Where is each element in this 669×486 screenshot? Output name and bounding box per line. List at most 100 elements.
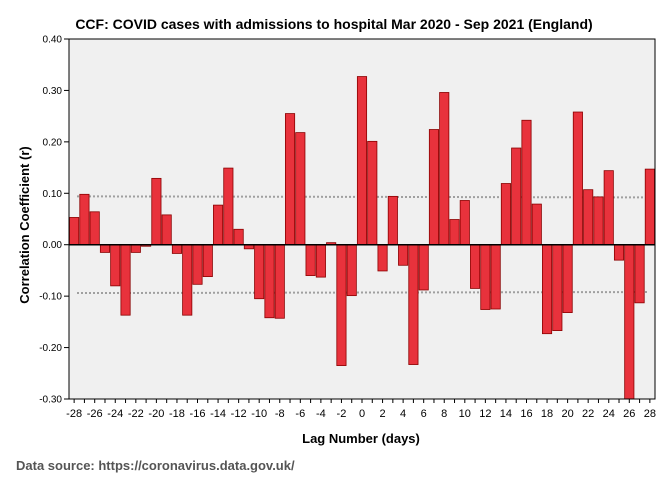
bar-lag--28 bbox=[69, 217, 80, 246]
bar-lag-19 bbox=[552, 244, 563, 331]
bar-lag-6 bbox=[418, 244, 429, 291]
x-tick-label: 16 bbox=[520, 408, 532, 420]
y-axis: 0.40 0.30 0.20 0.10 0.00 -0.10 -0.20 -0.30 bbox=[39, 35, 69, 406]
x-tick-label: -24 bbox=[107, 408, 123, 420]
bar-lag--18 bbox=[171, 244, 182, 254]
bar-lag--8 bbox=[274, 244, 285, 319]
x-axis: -28 -26 -24 -22 -20 -18 -16 -14 -12 -10 -8 -6 -4 -2 0 2… bbox=[66, 399, 656, 420]
bar-lag-23 bbox=[593, 196, 604, 246]
bar-lag--13 bbox=[223, 167, 234, 246]
bar-lag-27 bbox=[634, 244, 645, 304]
y-tick-label: -0.30 bbox=[39, 395, 62, 406]
chart-title: CCF: COVID cases with admissions to hosp… bbox=[75, 16, 592, 32]
x-tick-label: 26 bbox=[623, 408, 635, 420]
x-tick-label: -2 bbox=[337, 408, 347, 420]
y-axis-label: Correlation Coefficient (r) bbox=[17, 146, 32, 303]
bar-lag--5 bbox=[305, 244, 316, 276]
bar-lag-26 bbox=[624, 244, 635, 400]
bar-lag-21 bbox=[572, 111, 583, 246]
bar-lag--16 bbox=[192, 244, 203, 285]
bar-lag-25 bbox=[613, 244, 625, 261]
bar-lag-17 bbox=[531, 203, 542, 246]
y-tick-label: -0.10 bbox=[39, 292, 62, 303]
bar-lag-2 bbox=[377, 244, 388, 272]
bar-lag--9 bbox=[264, 244, 275, 319]
x-tick-label: 6 bbox=[421, 408, 427, 420]
bar-lag--19 bbox=[161, 214, 172, 246]
x-tick-label: -20 bbox=[148, 408, 164, 420]
bar-lag--7 bbox=[284, 113, 296, 246]
x-tick-label: -10 bbox=[251, 408, 267, 420]
x-tick-label: -8 bbox=[275, 408, 285, 420]
x-tick-label: -6 bbox=[295, 408, 305, 420]
x-tick-label: -18 bbox=[169, 408, 185, 420]
source-note: Data source: https://coronavirus.data.go… bbox=[16, 458, 295, 473]
bar-lag-24 bbox=[603, 170, 614, 246]
bar-lag-28 bbox=[644, 168, 655, 246]
y-tick-label: 0.40 bbox=[43, 35, 63, 46]
x-tick-label: 18 bbox=[541, 408, 553, 420]
x-tick-label: -16 bbox=[190, 408, 206, 420]
x-tick-label: -26 bbox=[87, 408, 103, 420]
x-tick-label: 12 bbox=[479, 408, 491, 420]
x-tick-label: 4 bbox=[400, 408, 406, 420]
y-tick-label: 0.30 bbox=[43, 86, 63, 97]
y-tick-label: -0.20 bbox=[39, 343, 62, 354]
x-tick-label: 22 bbox=[582, 408, 594, 420]
x-tick-label: 8 bbox=[441, 408, 447, 420]
bar-lag--1 bbox=[346, 244, 357, 297]
bar-lag-18 bbox=[542, 244, 553, 335]
bar-lag--23 bbox=[120, 244, 131, 316]
bar-lag--4 bbox=[315, 244, 326, 278]
bar-lag-0 bbox=[356, 76, 368, 246]
bar-lag-7 bbox=[428, 129, 440, 246]
bar-lag-14 bbox=[500, 183, 511, 246]
y-tick-label: 0.20 bbox=[43, 137, 63, 148]
x-tick-label: 0 bbox=[359, 408, 365, 420]
bar-lag-13 bbox=[490, 244, 501, 310]
bar-lag--14 bbox=[213, 204, 224, 246]
bar-lag-5 bbox=[408, 244, 419, 365]
bar-lag--6 bbox=[295, 132, 306, 246]
x-tick-label: 20 bbox=[561, 408, 573, 420]
x-axis-label: Lag Number (days) bbox=[302, 431, 420, 446]
bar-lag-15 bbox=[511, 147, 522, 246]
bar-lag-4 bbox=[398, 244, 409, 266]
bar-lag--20 bbox=[151, 177, 162, 246]
bar-lag--12 bbox=[233, 228, 244, 246]
bar-lag-3 bbox=[387, 195, 398, 246]
bar-lag--15 bbox=[202, 244, 213, 277]
bar-lag-8 bbox=[439, 92, 450, 246]
x-tick-label: -22 bbox=[128, 408, 144, 420]
confidence-lower-line bbox=[76, 291, 648, 295]
bar-lag--25 bbox=[99, 244, 111, 253]
y-tick-label: 0.00 bbox=[43, 240, 63, 251]
x-tick-label: 2 bbox=[379, 408, 385, 420]
y-tick-label: 0.10 bbox=[43, 189, 63, 200]
bar-lag-11 bbox=[470, 244, 481, 289]
x-tick-label: -4 bbox=[316, 408, 326, 420]
x-tick-label: -14 bbox=[210, 408, 226, 420]
bar-lag--26 bbox=[89, 211, 100, 246]
x-tick-label: 24 bbox=[603, 408, 615, 420]
bar-lag--17 bbox=[182, 244, 193, 316]
bar-lag-20 bbox=[562, 244, 573, 313]
x-tick-label: -28 bbox=[66, 408, 82, 420]
bar-lag--2 bbox=[336, 244, 347, 366]
bar-lag--24 bbox=[110, 244, 121, 287]
bar-lag-22 bbox=[583, 189, 594, 246]
bar-lag--27 bbox=[79, 193, 90, 246]
bar-lag--10 bbox=[254, 244, 265, 300]
x-tick-label: 14 bbox=[500, 408, 512, 420]
bar-lag-9 bbox=[449, 219, 460, 246]
x-tick-label: 10 bbox=[459, 408, 471, 420]
x-tick-label: 28 bbox=[644, 408, 656, 420]
bar-lag--22 bbox=[130, 244, 141, 253]
bar-lag-10 bbox=[459, 200, 470, 246]
bar-lag-16 bbox=[521, 119, 532, 246]
bar-lag-1 bbox=[367, 140, 378, 246]
bar-lag-12 bbox=[480, 244, 491, 310]
x-tick-label: -12 bbox=[231, 408, 247, 420]
bars bbox=[69, 76, 655, 400]
